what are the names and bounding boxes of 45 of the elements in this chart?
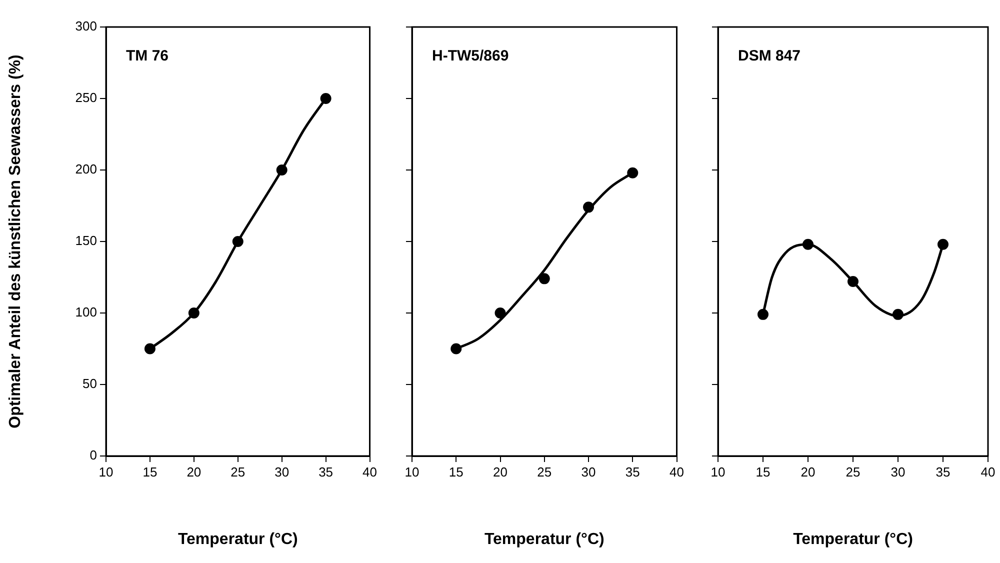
x-tick-label: 25 (537, 464, 552, 480)
y-tick-label: 250 (75, 90, 97, 106)
point (494, 308, 506, 318)
x-tick-label: 35 (625, 464, 640, 480)
y-tick-label: 100 (75, 304, 97, 320)
x-tick-label: 25 (230, 464, 246, 480)
y-tick-label: 50 (82, 376, 97, 392)
x-tick-label: 15 (142, 464, 158, 480)
x-tick-label: 25 (846, 464, 860, 480)
y-tick-label: 0 (90, 448, 97, 463)
point (450, 343, 462, 354)
text: TM 76 (126, 48, 169, 65)
x-tick-label: 15 (448, 464, 464, 480)
x-tick-label: 10 (98, 464, 114, 480)
point (188, 308, 200, 318)
y-tick-label: 150 (75, 233, 97, 248)
x-tick-label: 10 (404, 464, 420, 480)
x-axis-title: Temperatur (°C) (178, 530, 298, 548)
x-tick-label: 30 (274, 464, 290, 480)
x-axis-title: Temperatur (°C) (484, 530, 604, 548)
x-tick-label: 40 (670, 464, 684, 480)
x-tick-label: 30 (890, 464, 906, 480)
text: DSM 847 (738, 48, 801, 65)
point (232, 236, 244, 247)
y-tick-label: 300 (75, 18, 97, 34)
x-tick-label: 20 (186, 464, 202, 480)
y-tick-label: 200 (75, 162, 97, 177)
x-axis-title: Temperatur (°C) (793, 530, 913, 548)
x-tick-label: 35 (318, 464, 334, 480)
x-tick-label: 20 (800, 464, 816, 480)
x-tick-label: 10 (710, 464, 726, 480)
x-tick-label: 35 (936, 464, 950, 480)
x-tick-label: 40 (362, 464, 378, 480)
x-tick-label: 15 (756, 464, 770, 480)
x-tick-label: 40 (980, 464, 996, 480)
text: H-TW5/869 (432, 48, 509, 65)
y-axis-title: Optimaler Anteil des künstlichen Seewassers (%) (7, 54, 24, 428)
point (583, 202, 594, 213)
x-tick-label: 20 (493, 464, 508, 480)
point (627, 167, 638, 178)
point (320, 93, 332, 104)
x-tick-label: 30 (581, 464, 596, 480)
point (144, 343, 156, 354)
point (538, 273, 550, 284)
point (276, 164, 288, 176)
